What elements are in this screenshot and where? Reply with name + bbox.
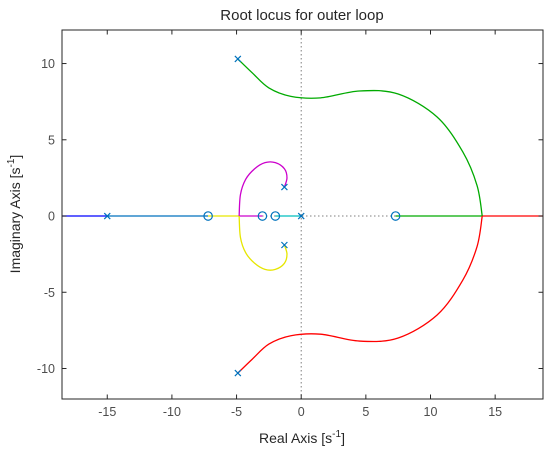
- x-axis-label-superscript: -1: [332, 429, 341, 440]
- x-tick-label: 10: [424, 405, 438, 419]
- x-axis-label-end: ]: [341, 430, 345, 446]
- y-tick-label: -5: [44, 286, 55, 300]
- x-tick-label: 5: [362, 405, 369, 419]
- x-tick-label: -15: [98, 405, 116, 419]
- y-axis-ticks: -10 -5 0 5 10: [37, 57, 543, 376]
- pole-marker-5: [280, 241, 288, 249]
- y-axis-label-superscript: -1: [6, 158, 17, 167]
- x-axis-ticks: -15 -10 -5 0 5 10 15: [98, 30, 502, 419]
- y-axis-label: Imaginary Axis [s-1]: [6, 155, 23, 274]
- zero-marker-2: [257, 211, 268, 221]
- x-tick-label: 15: [488, 405, 502, 419]
- y-tick-label: 5: [48, 133, 55, 147]
- pole-zero-markers: [103, 55, 401, 377]
- y-tick-label: 10: [41, 57, 55, 71]
- x-axis-label-main: Real Axis [s: [259, 430, 332, 446]
- pole-marker-6: [297, 212, 305, 220]
- locus-branch-9: [238, 215, 288, 271]
- x-tick-label: -10: [163, 405, 181, 419]
- zero-marker-1: [203, 211, 213, 221]
- axes-box: [61, 29, 544, 400]
- zero-marker-4: [390, 211, 401, 221]
- pole-marker-3: [234, 369, 242, 377]
- y-tick-label: 0: [48, 210, 55, 224]
- x-axis-label: Real Axis [s-1]: [259, 429, 345, 446]
- pole-marker-2: [234, 55, 242, 63]
- chart-title: Root locus for outer loop: [220, 7, 383, 24]
- zero-marker-3: [270, 211, 281, 221]
- pole-marker-1: [103, 212, 111, 220]
- y-axis-label-end: ]: [7, 155, 23, 159]
- x-tick-label: 0: [298, 405, 305, 419]
- locus-branch-10: [237, 58, 483, 217]
- pole-marker-4: [280, 183, 288, 191]
- y-axis-label-main: Imaginary Axis [s: [7, 167, 23, 273]
- locus-branch-11: [237, 215, 483, 374]
- x-tick-label: -5: [231, 405, 242, 419]
- y-tick-label: -10: [37, 362, 55, 376]
- locus-branch-8: [238, 161, 288, 217]
